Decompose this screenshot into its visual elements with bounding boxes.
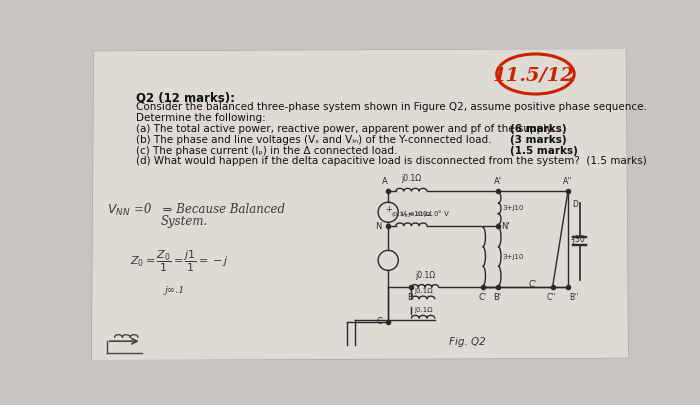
Text: C': C'	[529, 280, 537, 289]
Text: +: +	[385, 205, 391, 214]
Text: D: D	[572, 200, 578, 209]
Text: $V_s$=100∠0° V: $V_s$=100∠0° V	[400, 209, 450, 220]
Text: A'': A''	[564, 177, 573, 186]
Text: N: N	[376, 222, 382, 231]
Text: j∞.1: j∞.1	[165, 286, 186, 295]
Text: 3+j10: 3+j10	[502, 205, 524, 211]
Text: A': A'	[494, 177, 503, 186]
Text: (d) What would happen if the delta capacitive load is disconnected from the syst: (d) What would happen if the delta capac…	[136, 156, 646, 166]
Text: B': B'	[493, 293, 500, 302]
Text: (a) The total active power, reactive power, apparent power and pf of the supply.: (a) The total active power, reactive pow…	[136, 124, 554, 134]
Polygon shape	[92, 49, 629, 360]
Text: =0   ⇒ Because Balanced: =0 ⇒ Because Balanced	[134, 202, 285, 215]
Text: j0.1Ω: j0.1Ω	[414, 288, 433, 294]
Text: j0.1Ω: j0.1Ω	[414, 307, 433, 313]
Text: C'': C''	[546, 293, 556, 302]
Text: j0.1Ω: j0.1Ω	[415, 271, 435, 280]
Text: $Z_0 = \dfrac{Z_0}{1} = \dfrac{j1}{1} = -j$: $Z_0 = \dfrac{Z_0}{1} = \dfrac{j1}{1} = …	[130, 249, 229, 274]
Text: (0.1+j0.01)Ω: (0.1+j0.01)Ω	[391, 212, 431, 217]
Text: A: A	[382, 177, 388, 186]
Text: Determine the following:: Determine the following:	[136, 113, 265, 123]
Text: C': C'	[479, 293, 486, 302]
Text: (b) The phase and line voltages (Vₛ and Vₗₙ) of the Y-connected load.: (b) The phase and line voltages (Vₛ and …	[136, 135, 491, 145]
Text: (3 marks): (3 marks)	[510, 135, 566, 145]
Text: 3+j10: 3+j10	[502, 254, 524, 260]
Text: N': N'	[501, 222, 510, 231]
Text: System.: System.	[161, 215, 209, 228]
Text: B: B	[407, 293, 413, 302]
Text: (6 marks): (6 marks)	[510, 124, 566, 134]
Text: Fig. Q2: Fig. Q2	[449, 337, 486, 347]
Text: 11.5/12: 11.5/12	[493, 66, 575, 85]
Text: $V_{NN}$: $V_{NN}$	[107, 202, 130, 218]
Text: Q2 (12 marks):: Q2 (12 marks):	[136, 92, 235, 105]
Text: j0.1Ω: j0.1Ω	[401, 174, 421, 183]
Text: C: C	[376, 318, 382, 326]
Text: (c) The phase current (Iₚ) in the Δ connected load.: (c) The phase current (Iₚ) in the Δ conn…	[136, 146, 397, 156]
Text: Consider the balanced three-phase system shown in Figure Q2, assume positive pha: Consider the balanced three-phase system…	[136, 102, 646, 113]
Text: (1.5 marks): (1.5 marks)	[510, 146, 578, 156]
Text: -j30: -j30	[571, 234, 586, 244]
Text: B'': B''	[570, 293, 579, 302]
